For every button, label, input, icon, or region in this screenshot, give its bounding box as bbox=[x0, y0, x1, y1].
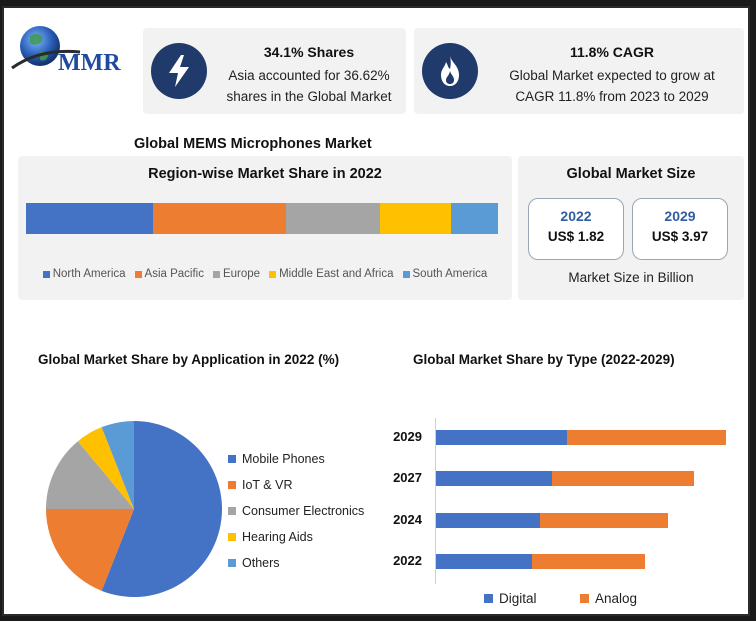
pie-legend-item: Others bbox=[228, 556, 280, 570]
legend-label: Asia Pacific bbox=[144, 268, 204, 280]
region-chart-card: Region-wise Market Share in 2022 North A… bbox=[18, 156, 512, 300]
legend-label: Analog bbox=[595, 591, 638, 606]
stat-title: 11.8% CAGR bbox=[569, 44, 655, 60]
type-bar-digital-2027 bbox=[436, 471, 552, 486]
type-category-label: 2027 bbox=[393, 470, 422, 485]
legend-label: South America bbox=[412, 268, 488, 280]
stat-card-shares: 34.1% Shares Asia accounted for 36.62% s… bbox=[143, 28, 406, 114]
legend-label: Others bbox=[242, 556, 280, 570]
legend-swatch bbox=[402, 270, 410, 278]
pie-slice-mobile-phones bbox=[101, 421, 223, 597]
type-chart-axis bbox=[435, 418, 436, 584]
pie-slice-iot-vr bbox=[46, 509, 134, 591]
legend-label: Middle East and Africa bbox=[279, 268, 394, 280]
legend-swatch bbox=[228, 533, 236, 541]
type-category-label: 2024 bbox=[393, 512, 422, 527]
brand-name: MMR bbox=[58, 50, 121, 76]
region-legend-item: Asia Pacific bbox=[134, 268, 204, 280]
type-bar-analog-2024 bbox=[540, 513, 668, 528]
market-size-box-2029: 2029 US$ 3.97 bbox=[632, 198, 728, 260]
stat-line: Asia accounted for 36.62% bbox=[228, 68, 390, 83]
region-segment-asia-pacific bbox=[153, 203, 286, 234]
region-legend-item: Middle East and Africa bbox=[269, 268, 394, 280]
market-size-year: 2022 bbox=[560, 208, 592, 224]
region-legend-item: Europe bbox=[212, 268, 261, 280]
region-segment-south-america bbox=[450, 203, 498, 234]
legend-swatch bbox=[228, 559, 236, 567]
type-bar-digital-2022 bbox=[436, 554, 532, 569]
legend-swatch bbox=[228, 481, 236, 489]
market-size-title: Global Market Size bbox=[566, 166, 696, 182]
legend-swatch bbox=[484, 594, 493, 603]
flame-icon bbox=[422, 43, 478, 99]
pie-slice-others bbox=[101, 421, 134, 509]
type-bar-analog-2027 bbox=[552, 471, 695, 486]
type-chart-title: Global Market Share by Type (2022-2029) bbox=[413, 352, 675, 367]
legend-label: Digital bbox=[499, 591, 537, 606]
market-size-card: Global Market Size 2022 US$ 1.82 2029 US… bbox=[518, 156, 744, 300]
region-legend-item: South America bbox=[402, 268, 488, 280]
legend-label: Mobile Phones bbox=[242, 452, 325, 466]
pie-legend-item: Hearing Aids bbox=[228, 530, 313, 544]
legend-label: Consumer Electronics bbox=[242, 504, 365, 518]
stat-line: shares in the Global Market bbox=[226, 89, 392, 104]
legend-swatch bbox=[228, 507, 236, 515]
market-size-box-2022: 2022 US$ 1.82 bbox=[528, 198, 624, 260]
legend-label: IoT & VR bbox=[242, 478, 293, 492]
legend-label: Hearing Aids bbox=[242, 530, 313, 544]
legend-label: Europe bbox=[222, 268, 261, 280]
region-chart-title: Region-wise Market Share in 2022 bbox=[148, 166, 382, 182]
stat-line: CAGR 11.8% from 2023 to 2029 bbox=[515, 89, 709, 104]
legend-swatch bbox=[580, 594, 589, 603]
stat-line: Global Market expected to grow at bbox=[509, 68, 715, 83]
legend-label: North America bbox=[52, 268, 126, 280]
main-title: Global MEMS Microphones Market bbox=[134, 136, 372, 152]
type-legend-item: Analog bbox=[580, 591, 637, 606]
application-pie-chart bbox=[46, 421, 223, 597]
type-category-label: 2029 bbox=[393, 429, 422, 444]
market-size-caption: Market Size in Billion bbox=[568, 270, 694, 285]
legend-swatch bbox=[134, 270, 142, 278]
type-category-label: 2022 bbox=[393, 553, 422, 568]
region-segment-north-america bbox=[26, 203, 154, 234]
legend-swatch bbox=[212, 270, 220, 278]
type-bar-analog-2029 bbox=[566, 430, 726, 445]
type-bar-analog-2022 bbox=[531, 554, 645, 569]
region-segment-middle-east-and-africa bbox=[379, 203, 451, 234]
market-size-value: US$ 3.97 bbox=[651, 229, 709, 244]
legend-swatch bbox=[228, 455, 236, 463]
region-legend-item: North America bbox=[42, 268, 126, 280]
pie-legend-item: Mobile Phones bbox=[228, 452, 325, 466]
legend-swatch bbox=[269, 270, 277, 278]
stat-card-cagr: 11.8% CAGR Global Market expected to gro… bbox=[414, 28, 744, 114]
type-bar-digital-2029 bbox=[436, 430, 567, 445]
region-segment-europe bbox=[285, 203, 380, 234]
globe-icon bbox=[11, 26, 81, 70]
pie-slice-hearing-aids bbox=[77, 427, 134, 509]
legend-swatch bbox=[42, 270, 50, 278]
region-stacked-bar bbox=[26, 203, 498, 234]
lightning-icon bbox=[151, 43, 207, 99]
type-bar-digital-2024 bbox=[436, 513, 541, 528]
stat-title: 34.1% Shares bbox=[263, 44, 355, 60]
pie-legend-item: IoT & VR bbox=[228, 478, 292, 492]
pie-slice-consumer-electronics bbox=[46, 441, 134, 509]
type-legend-item: Digital bbox=[484, 591, 537, 606]
logo: MMR bbox=[10, 22, 130, 82]
region-legend: North America Asia Pacific Europe Middle Ea… bbox=[18, 268, 512, 280]
infographic-canvas: MMR 34.1% Shares Asia accounted for 36.6… bbox=[2, 6, 750, 616]
pie-chart-title: Global Market Share by Application in 20… bbox=[38, 352, 340, 367]
market-size-year: 2029 bbox=[664, 208, 696, 224]
market-size-value: US$ 1.82 bbox=[547, 229, 605, 244]
pie-legend-item: Consumer Electronics bbox=[228, 504, 364, 518]
